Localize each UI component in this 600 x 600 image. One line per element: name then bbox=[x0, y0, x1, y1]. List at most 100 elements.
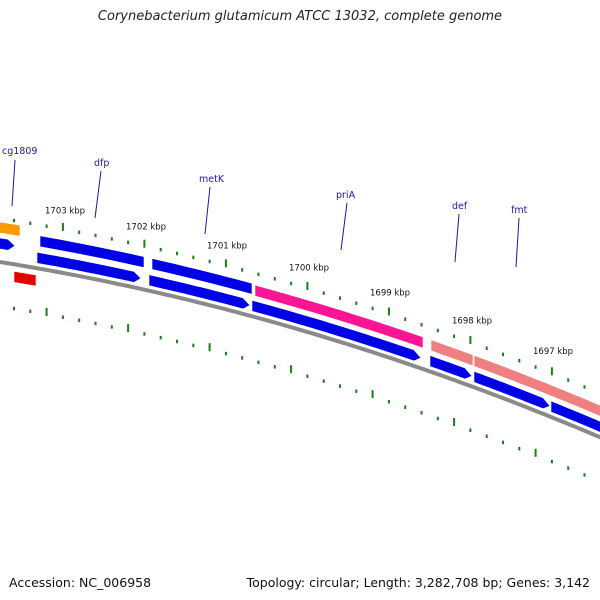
scale-tick bbox=[502, 440, 504, 445]
kbp-label: 1699 kbp bbox=[370, 288, 410, 298]
cds-block-blue bbox=[151, 258, 253, 295]
cds-block-pink-priA bbox=[254, 284, 424, 349]
scale-tick bbox=[78, 230, 81, 235]
scale-tick bbox=[78, 318, 81, 323]
cds-arrow-red bbox=[13, 270, 37, 287]
topology-summary: Topology: circular; Length: 3,282,708 bp… bbox=[246, 575, 590, 590]
scale-tick bbox=[583, 473, 586, 477]
scale-tick bbox=[159, 247, 162, 252]
gene-pointer-line bbox=[340, 202, 348, 251]
scale-tick bbox=[453, 334, 456, 339]
scale-tick bbox=[143, 239, 146, 248]
gene-pointer-line bbox=[454, 213, 460, 263]
scale-tick bbox=[583, 385, 586, 389]
gene-label: metK bbox=[199, 174, 225, 185]
kbp-label: 1703 kbp bbox=[45, 207, 85, 217]
kbp-label: 1702 kbp bbox=[126, 223, 166, 233]
scale-tick bbox=[485, 346, 488, 350]
cds-arrow-blue bbox=[36, 251, 142, 283]
scale-tick bbox=[208, 259, 211, 264]
scale-tick bbox=[127, 324, 130, 333]
kbp-label: 1700 kbp bbox=[289, 264, 329, 274]
scale-tick bbox=[257, 360, 260, 365]
scale-tick bbox=[61, 315, 64, 319]
scale-tick bbox=[290, 281, 293, 286]
scale-tick bbox=[45, 307, 48, 316]
scale-tick bbox=[469, 335, 472, 344]
inner-tick-row bbox=[13, 306, 586, 477]
gene-pointer-line bbox=[515, 217, 520, 268]
gene-label: dfp bbox=[94, 158, 109, 169]
outer-tick-row bbox=[13, 218, 586, 389]
scale-tick bbox=[192, 343, 195, 348]
scale-tick bbox=[208, 343, 211, 352]
scale-tick bbox=[241, 268, 244, 272]
scale-tick bbox=[355, 301, 358, 305]
backbone bbox=[0, 259, 600, 440]
kbp-label: 1701 kbp bbox=[207, 242, 247, 252]
gene-labels: cg1809 dfp metK priA def fmt bbox=[2, 146, 528, 216]
scale-tick bbox=[550, 367, 553, 376]
gene-label: fmt bbox=[511, 205, 528, 216]
genome-backbone-line bbox=[0, 259, 600, 440]
scale-tick bbox=[339, 384, 341, 388]
scale-tick bbox=[534, 365, 537, 369]
scale-tick bbox=[550, 459, 553, 464]
scale-tick bbox=[518, 446, 521, 451]
scale-tick bbox=[567, 466, 570, 470]
scale-tick bbox=[322, 379, 325, 383]
cds-arrow-blue bbox=[0, 237, 16, 251]
scale-tick bbox=[387, 399, 390, 404]
scale-tick bbox=[469, 428, 472, 432]
scale-tick bbox=[273, 277, 276, 281]
scale-tick bbox=[110, 237, 113, 241]
scale-tick bbox=[224, 351, 227, 356]
scale-tick bbox=[94, 321, 97, 326]
scale-tick bbox=[224, 259, 227, 268]
cds-arrow-blue bbox=[251, 299, 422, 362]
scale-tick bbox=[159, 335, 162, 340]
accession-text: Accession: NC_006958 bbox=[9, 575, 152, 590]
scale-tick bbox=[518, 358, 521, 363]
scale-tick bbox=[306, 374, 309, 378]
scale-tick bbox=[176, 339, 178, 344]
scale-tick bbox=[29, 309, 32, 314]
cds-arrow-blue bbox=[148, 274, 251, 310]
cds-block-blue bbox=[39, 235, 145, 268]
scale-tick bbox=[387, 307, 390, 316]
scale-tick bbox=[420, 411, 423, 415]
scale-tick bbox=[420, 323, 423, 327]
scale-tick bbox=[13, 306, 15, 311]
scale-tick bbox=[192, 255, 195, 260]
scale-tick bbox=[322, 291, 325, 295]
scale-tick bbox=[371, 390, 374, 399]
scale-tick bbox=[306, 281, 309, 290]
scale-tick bbox=[534, 448, 537, 457]
scale-tick bbox=[339, 296, 341, 300]
cds-block-salmon-fmt bbox=[473, 354, 600, 417]
feature-track bbox=[0, 221, 600, 433]
kbp-labels: 1703 kbp 1702 kbp 1701 kbp 1700 kbp 1699 kbp… bbox=[45, 207, 573, 357]
scale-tick bbox=[61, 222, 64, 231]
gene-label: def bbox=[452, 201, 468, 212]
map-title: Corynebacterium glutamicum ATCC 13032, c… bbox=[97, 9, 503, 24]
scale-tick bbox=[355, 389, 358, 393]
scale-tick bbox=[273, 365, 276, 369]
scale-tick bbox=[257, 272, 260, 277]
cds-block-blue bbox=[550, 400, 600, 433]
gene-label: cg1809 bbox=[2, 146, 37, 157]
scale-tick bbox=[453, 418, 456, 427]
scale-tick bbox=[127, 240, 130, 245]
gene-pointer-line bbox=[94, 170, 102, 219]
scale-tick bbox=[176, 251, 178, 256]
kbp-label: 1698 kbp bbox=[452, 316, 492, 326]
scale-tick bbox=[241, 356, 244, 360]
kbp-label: 1697 kbp bbox=[533, 347, 573, 357]
scale-tick bbox=[94, 233, 97, 238]
cds-block-orange bbox=[0, 221, 21, 237]
scale-tick bbox=[13, 218, 15, 223]
scale-tick bbox=[436, 416, 439, 421]
cds-block-salmon-def bbox=[430, 339, 474, 367]
scale-tick bbox=[290, 365, 293, 374]
scale-tick bbox=[404, 317, 407, 321]
